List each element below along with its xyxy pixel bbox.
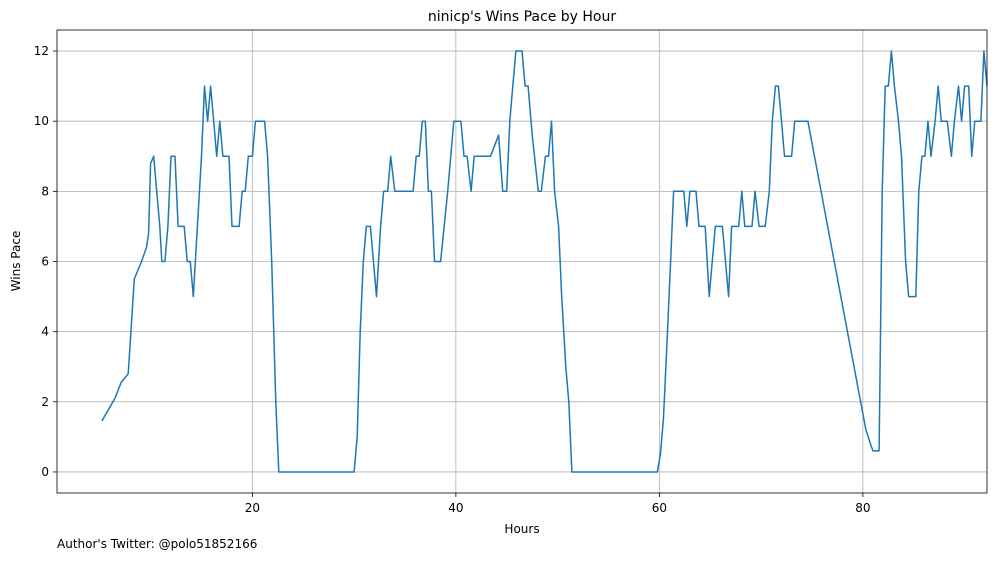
grid-lines bbox=[57, 30, 987, 493]
y-tick-label: 2 bbox=[41, 395, 49, 409]
y-tick-label: 8 bbox=[41, 184, 49, 198]
series-line-0 bbox=[101, 50, 988, 473]
y-tick-label: 4 bbox=[41, 325, 49, 339]
x-axis-label: Hours bbox=[504, 522, 539, 536]
y-tick-label: 0 bbox=[41, 465, 49, 479]
y-tick-label: 10 bbox=[34, 114, 49, 128]
x-tick-label: 60 bbox=[652, 501, 667, 515]
author-twitter-credit: Author's Twitter: @polo51852166 bbox=[57, 537, 258, 551]
x-tick-label: 80 bbox=[855, 501, 870, 515]
chart-title: ninicp's Wins Pace by Hour bbox=[428, 9, 616, 25]
y-tick-label: 6 bbox=[41, 255, 49, 269]
x-tick-label: 20 bbox=[245, 501, 260, 515]
plot-area bbox=[101, 50, 988, 473]
y-tick-label: 12 bbox=[34, 44, 49, 58]
x-tick-label: 40 bbox=[448, 501, 463, 515]
y-axis-ticks: 0 2 4 6 8 10 12 bbox=[34, 44, 57, 479]
y-axis-label: Wins Pace bbox=[9, 231, 23, 292]
x-axis-ticks: 20 40 60 80 bbox=[245, 493, 871, 515]
